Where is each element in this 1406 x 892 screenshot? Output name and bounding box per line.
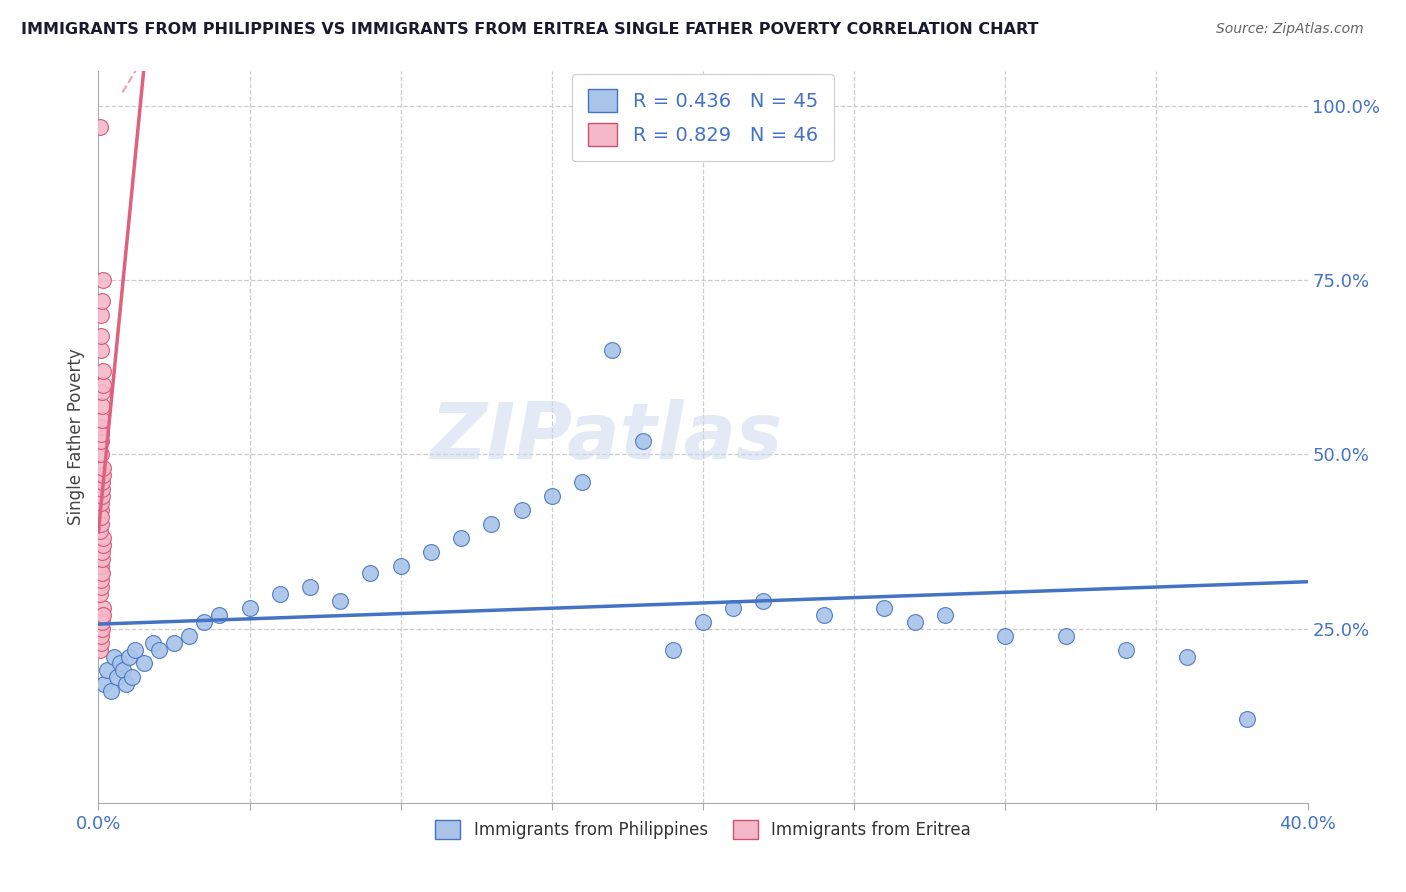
Point — [239, 600, 262, 615]
Point — [90, 566, 112, 580]
Point — [142, 635, 165, 649]
Point — [90, 343, 112, 357]
Point — [90, 573, 112, 587]
Point — [631, 434, 654, 448]
Point — [111, 664, 134, 678]
Point — [91, 600, 114, 615]
Point — [91, 552, 114, 566]
Point — [103, 649, 125, 664]
Point — [89, 120, 111, 134]
Point — [934, 607, 956, 622]
Point — [90, 558, 112, 573]
Point — [90, 434, 112, 448]
Point — [91, 615, 114, 629]
Point — [91, 384, 114, 399]
Point — [90, 622, 112, 636]
Point — [661, 642, 683, 657]
Point — [90, 503, 112, 517]
Point — [148, 642, 170, 657]
Point — [208, 607, 231, 622]
Point — [90, 294, 112, 309]
Point — [90, 448, 112, 462]
Point — [90, 622, 112, 636]
Point — [269, 587, 291, 601]
Point — [105, 670, 128, 684]
Point — [91, 468, 114, 483]
Point — [91, 607, 114, 622]
Point — [692, 615, 714, 629]
Point — [121, 670, 143, 684]
Point — [114, 677, 136, 691]
Point — [90, 329, 112, 343]
Point — [124, 642, 146, 657]
Point — [90, 426, 112, 441]
Point — [90, 496, 112, 510]
Point — [420, 545, 443, 559]
Point — [91, 377, 114, 392]
Point — [90, 635, 112, 649]
Point — [450, 531, 472, 545]
Y-axis label: Single Father Poverty: Single Father Poverty — [66, 349, 84, 525]
Point — [91, 399, 114, 413]
Point — [90, 615, 112, 629]
Point — [132, 657, 155, 671]
Point — [481, 517, 503, 532]
Point — [89, 642, 111, 657]
Point — [89, 524, 111, 538]
Point — [91, 461, 114, 475]
Point — [90, 566, 112, 580]
Point — [540, 489, 562, 503]
Point — [994, 629, 1017, 643]
Point — [91, 607, 114, 622]
Point — [1054, 629, 1077, 643]
Point — [90, 510, 112, 524]
Point — [89, 629, 111, 643]
Point — [91, 273, 114, 287]
Point — [571, 475, 593, 490]
Point — [602, 343, 624, 357]
Point — [1115, 642, 1137, 657]
Point — [91, 475, 114, 490]
Point — [91, 364, 114, 378]
Legend: Immigrants from Philippines, Immigrants from Eritrea: Immigrants from Philippines, Immigrants … — [429, 814, 977, 846]
Point — [90, 308, 112, 322]
Point — [91, 531, 114, 545]
Point — [163, 635, 186, 649]
Point — [90, 629, 112, 643]
Point — [752, 594, 775, 608]
Point — [108, 657, 131, 671]
Point — [723, 600, 745, 615]
Point — [118, 649, 141, 664]
Point — [179, 629, 201, 643]
Point — [90, 489, 112, 503]
Point — [90, 517, 112, 532]
Point — [100, 684, 122, 698]
Point — [91, 545, 114, 559]
Point — [90, 412, 112, 426]
Point — [89, 587, 111, 601]
Point — [193, 615, 215, 629]
Point — [329, 594, 352, 608]
Point — [510, 503, 533, 517]
Point — [360, 566, 382, 580]
Point — [299, 580, 322, 594]
Point — [93, 677, 115, 691]
Point — [96, 664, 118, 678]
Point — [904, 615, 927, 629]
Point — [91, 538, 114, 552]
Point — [91, 483, 114, 497]
Point — [90, 580, 112, 594]
Point — [90, 419, 112, 434]
Point — [389, 558, 412, 573]
Point — [1175, 649, 1198, 664]
Text: IMMIGRANTS FROM PHILIPPINES VS IMMIGRANTS FROM ERITREA SINGLE FATHER POVERTY COR: IMMIGRANTS FROM PHILIPPINES VS IMMIGRANT… — [21, 22, 1039, 37]
Point — [813, 607, 835, 622]
Point — [1236, 712, 1258, 726]
Text: ZIPatlas: ZIPatlas — [430, 399, 782, 475]
Point — [873, 600, 896, 615]
Text: Source: ZipAtlas.com: Source: ZipAtlas.com — [1216, 22, 1364, 37]
